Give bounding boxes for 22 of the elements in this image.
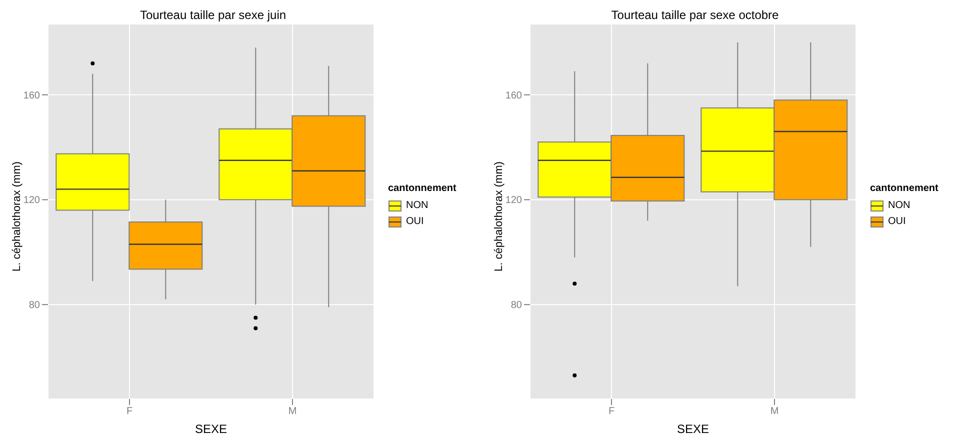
x-axis-title: SEXE (676, 422, 710, 436)
x-tick-label: F (608, 406, 615, 418)
x-tick-label: M (288, 406, 297, 418)
y-tick-label: 120 (505, 195, 522, 206)
x-axis-title: SEXE (194, 422, 228, 436)
y-axis-title: L. céphalothorax (mm) (492, 161, 505, 272)
legend-label: OUI (406, 216, 424, 227)
x-tick-label: F (126, 406, 133, 418)
legend-title: cantonnement (870, 182, 938, 194)
y-tick-label: 160 (23, 90, 40, 102)
y-tick-label: 80 (28, 300, 40, 312)
chart-title: Tourteau taille par sexe juin (138, 8, 288, 22)
y-axis-title: L. céphalothorax (mm) (10, 161, 23, 272)
legend-label: OUI (888, 216, 906, 227)
y-tick-label: 160 (505, 90, 522, 102)
x-tick-label: M (770, 406, 779, 418)
legend-title: cantonnement (388, 182, 456, 194)
legend-label: NON (406, 200, 428, 211)
y-tick-label: 80 (510, 300, 522, 312)
legend-label: NON (888, 200, 910, 211)
y-tick-label: 120 (23, 195, 40, 206)
chart-title: Tourteau taille par sexe octobre (610, 8, 780, 22)
